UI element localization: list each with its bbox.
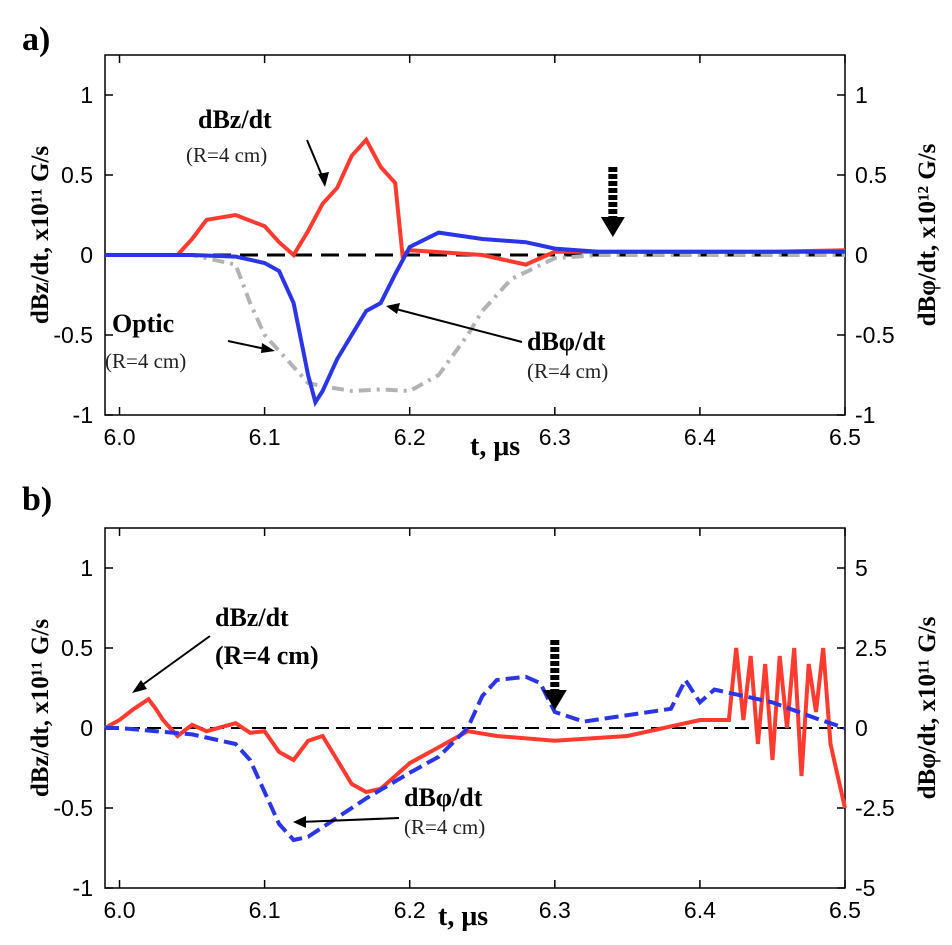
panel-a-plot-frame <box>104 54 846 416</box>
panel-b-left-tick-label: -0.5 <box>53 795 93 821</box>
panel-b-dbz-series <box>104 647 847 809</box>
panel-a-x-ticks: 6.0 6.1 6.2 6.3 6.4 6.5 <box>104 55 861 450</box>
panel-a-label: a) <box>22 21 50 58</box>
panel-b-dbphi-series <box>105 674 846 843</box>
panel-b-x-tick-label: 6.5 <box>829 897 861 923</box>
panel-a-right-axis-title: dBφ/dt, x10¹² G/s <box>914 143 941 326</box>
panel-b-dbz-pointer-head <box>132 680 147 693</box>
panel-a-right-tick-label: 0 <box>855 242 868 268</box>
panel-a-left-axis-title: dBz/dt, x10¹¹ G/s <box>27 146 54 324</box>
panel-b-x-tick-label: 6.3 <box>539 897 571 923</box>
panel-b-dbz-annotation: dBz/dt <box>215 603 289 632</box>
panel-a-right-tick-label: 0.5 <box>855 162 887 188</box>
panel-a-dbphi-pointer-head <box>386 303 400 314</box>
panel-a-x-axis-title: t, μs <box>470 431 520 462</box>
panel-b-left-tick-label: -1 <box>73 875 93 901</box>
panel-b: b) 6.0 6.1 6.2 6.3 6.4 6.5 1 0.5 0 -0.5 -1 5 2.5 0 -… <box>22 481 941 932</box>
panel-a-left-tick-label: 0 <box>80 242 93 268</box>
panel-a-dbphi-series <box>105 230 845 408</box>
panel-b-x-tick-label: 6.4 <box>684 897 716 923</box>
panel-b-right-tick-label: 0 <box>855 715 868 741</box>
panel-a-dbz-series <box>105 136 846 267</box>
panel-b-left-tick-label: 1 <box>80 555 93 581</box>
panel-a-x-tick-label: 6.3 <box>539 424 571 450</box>
panel-b-right-tick-label: -2.5 <box>855 795 895 821</box>
panel-b-x-axis-title: t, μs <box>438 901 488 932</box>
panel-b-dbphi-pointer <box>299 817 400 823</box>
panel-b-dbz-pointer <box>137 635 211 689</box>
panel-a-x-tick-label: 6.4 <box>684 424 716 450</box>
panel-a: a) 6.0 6.1 6.2 6.3 6.4 6.5 1 0.5 0 -0.5 -1 1 0.5 0 -… <box>22 21 941 462</box>
panel-b-dbphi-annotation: dBφ/dt <box>404 783 483 812</box>
panel-a-dbz-pointer-head <box>318 172 329 187</box>
panel-a-optic-annotation: Optic <box>112 309 174 338</box>
panel-a-left-ticks: 1 0.5 0 -0.5 -1 <box>53 82 113 428</box>
panel-b-dbphi-annotation-sub: (R=4 cm) <box>404 815 485 839</box>
panel-a-x-tick-label: 6.5 <box>829 424 861 450</box>
panel-a-optic-pointer-head <box>261 343 275 353</box>
panel-a-left-tick-label: -0.5 <box>53 322 93 348</box>
panel-b-right-axis-title: dBφ/dt, x10¹¹ G/s <box>914 616 941 799</box>
panel-a-dbphi-annotation: dBφ/dt <box>527 327 606 356</box>
panel-b-marker-head <box>542 690 567 710</box>
panel-b-x-ticks: 6.0 6.1 6.2 6.3 6.4 6.5 <box>104 528 861 923</box>
panel-a-dbz-annotation: dBz/dt <box>198 105 272 134</box>
panel-b-left-tick-label: 0.5 <box>61 635 93 661</box>
panel-a-right-tick-label: 1 <box>855 82 868 108</box>
panel-b-label: b) <box>22 481 52 518</box>
panel-b-right-tick-label: 5 <box>855 555 868 581</box>
panel-b-left-tick-label: 0 <box>80 715 93 741</box>
panel-a-left-tick-label: -1 <box>73 402 93 428</box>
panel-a-right-tick-label: -0.5 <box>855 322 895 348</box>
panel-a-left-tick-label: 0.5 <box>61 162 93 188</box>
panel-b-right-tick-label: 2.5 <box>855 635 887 661</box>
panel-a-x-tick-label: 6.0 <box>104 424 136 450</box>
panel-a-marker-head <box>600 217 625 237</box>
panel-b-left-ticks: 1 0.5 0 -0.5 -1 <box>53 555 113 901</box>
panel-b-right-ticks: 5 2.5 0 -2.5 -5 <box>837 555 895 901</box>
panel-a-x-tick-label: 6.2 <box>394 424 426 450</box>
panel-b-plot-frame <box>104 527 846 889</box>
panel-a-optic-annotation-sub: (R=4 cm) <box>105 349 186 373</box>
panel-b-right-tick-label: -5 <box>855 875 875 901</box>
panel-b-dbz-annotation-sub: (R=4 cm) <box>215 641 319 670</box>
panel-a-marker-arrow <box>600 167 625 237</box>
panel-a-right-tick-label: -1 <box>855 402 875 428</box>
panel-b-marker-arrow <box>542 640 567 710</box>
panel-a-optic-series <box>105 253 845 394</box>
panel-a-dbphi-annotation-sub: (R=4 cm) <box>527 359 608 383</box>
panel-a-dbphi-pointer <box>391 307 523 343</box>
panel-a-right-ticks: 1 0.5 0 -0.5 -1 <box>837 82 895 428</box>
panel-b-x-tick-label: 6.1 <box>249 897 281 923</box>
panel-b-left-axis-title: dBz/dt, x10¹¹ G/s <box>27 619 54 797</box>
panel-b-x-tick-label: 6.0 <box>104 897 136 923</box>
panel-b-dbphi-pointer-head <box>293 816 306 828</box>
panel-a-x-tick-label: 6.1 <box>249 424 281 450</box>
panel-a-dbz-annotation-sub: (R=4 cm) <box>186 143 267 167</box>
panel-a-left-tick-label: 1 <box>80 82 93 108</box>
panel-b-x-tick-label: 6.2 <box>394 897 426 923</box>
